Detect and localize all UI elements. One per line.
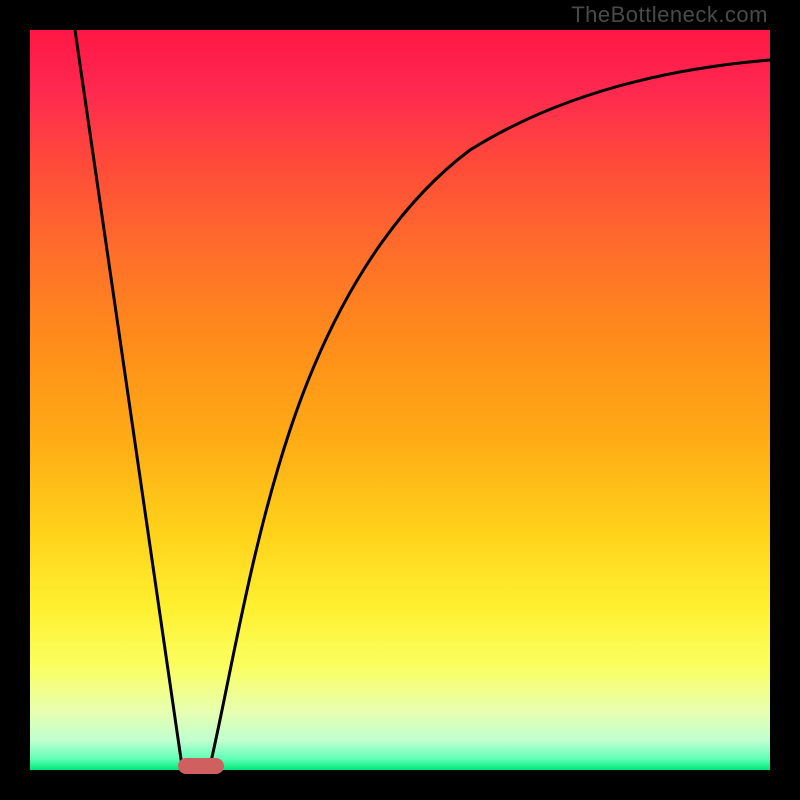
watermark-text: TheBottleneck.com xyxy=(571,2,768,28)
left-curve-line xyxy=(75,30,182,766)
chart-container: TheBottleneck.com xyxy=(0,0,800,800)
minimum-marker xyxy=(178,758,224,774)
frame-bottom xyxy=(0,770,800,800)
right-curve-path xyxy=(210,60,770,766)
frame-left xyxy=(0,0,30,800)
plot-area xyxy=(30,30,770,770)
frame-right xyxy=(770,0,800,800)
curves-layer xyxy=(30,30,770,770)
